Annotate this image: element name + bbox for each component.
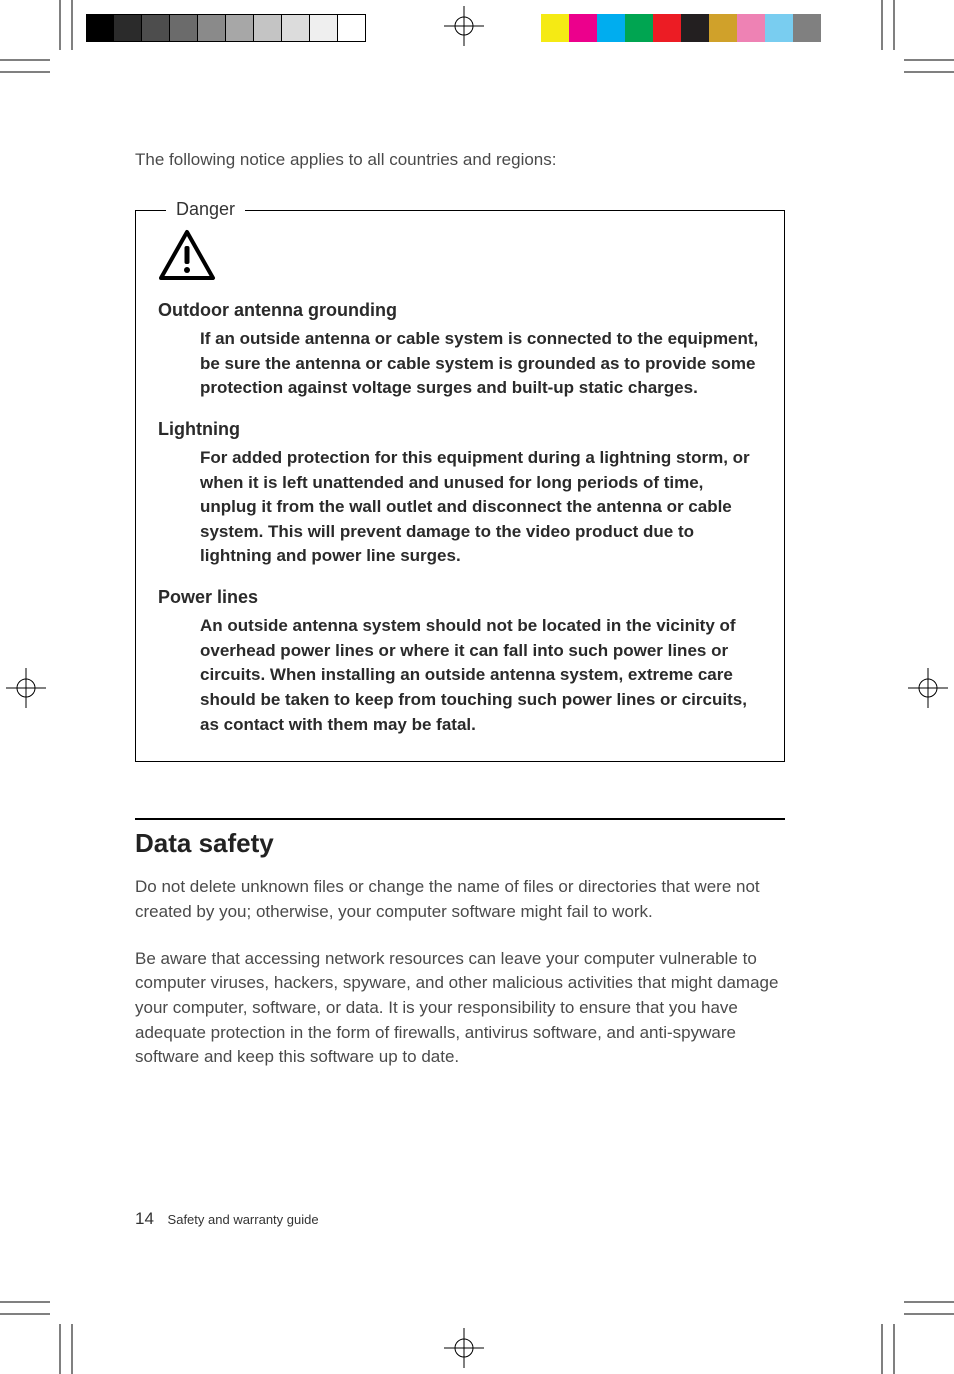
danger-legend: Danger: [166, 199, 245, 220]
registration-mark-right-icon: [908, 668, 948, 708]
page-footer: 14 Safety and warranty guide: [135, 1209, 319, 1229]
danger-section-title-2: Power lines: [158, 587, 762, 608]
crop-mark-tl-icon: [0, 0, 90, 90]
footer-title: Safety and warranty guide: [168, 1212, 319, 1227]
section-paragraph-0: Do not delete unknown files or change th…: [135, 875, 785, 924]
danger-section-body-1: For added protection for this equipment …: [158, 446, 762, 569]
registration-mark-left-icon: [6, 668, 46, 708]
danger-section-body-2: An outside antenna system should not be …: [158, 614, 762, 737]
danger-box: Danger Outdoor antenna grounding If an o…: [135, 210, 785, 762]
section-paragraph-1: Be aware that accessing network resource…: [135, 947, 785, 1070]
crop-mark-br-icon: [864, 1284, 954, 1374]
color-bar-grayscale: [86, 14, 366, 42]
page-content: The following notice applies to all coun…: [135, 150, 785, 1092]
section-rule: [135, 818, 785, 820]
danger-section-body-0: If an outside antenna or cable system is…: [158, 327, 762, 401]
danger-section-title-0: Outdoor antenna grounding: [158, 300, 762, 321]
registration-mark-top-icon: [444, 6, 484, 46]
intro-text: The following notice applies to all coun…: [135, 150, 785, 170]
crop-mark-tr-icon: [864, 0, 954, 90]
warning-icon: [158, 229, 762, 286]
danger-section-title-1: Lightning: [158, 419, 762, 440]
section-heading: Data safety: [135, 828, 785, 859]
crop-mark-bl-icon: [0, 1284, 90, 1374]
page-number: 14: [135, 1209, 154, 1228]
registration-mark-bottom-icon: [444, 1328, 484, 1368]
color-bar-process: [541, 14, 821, 42]
